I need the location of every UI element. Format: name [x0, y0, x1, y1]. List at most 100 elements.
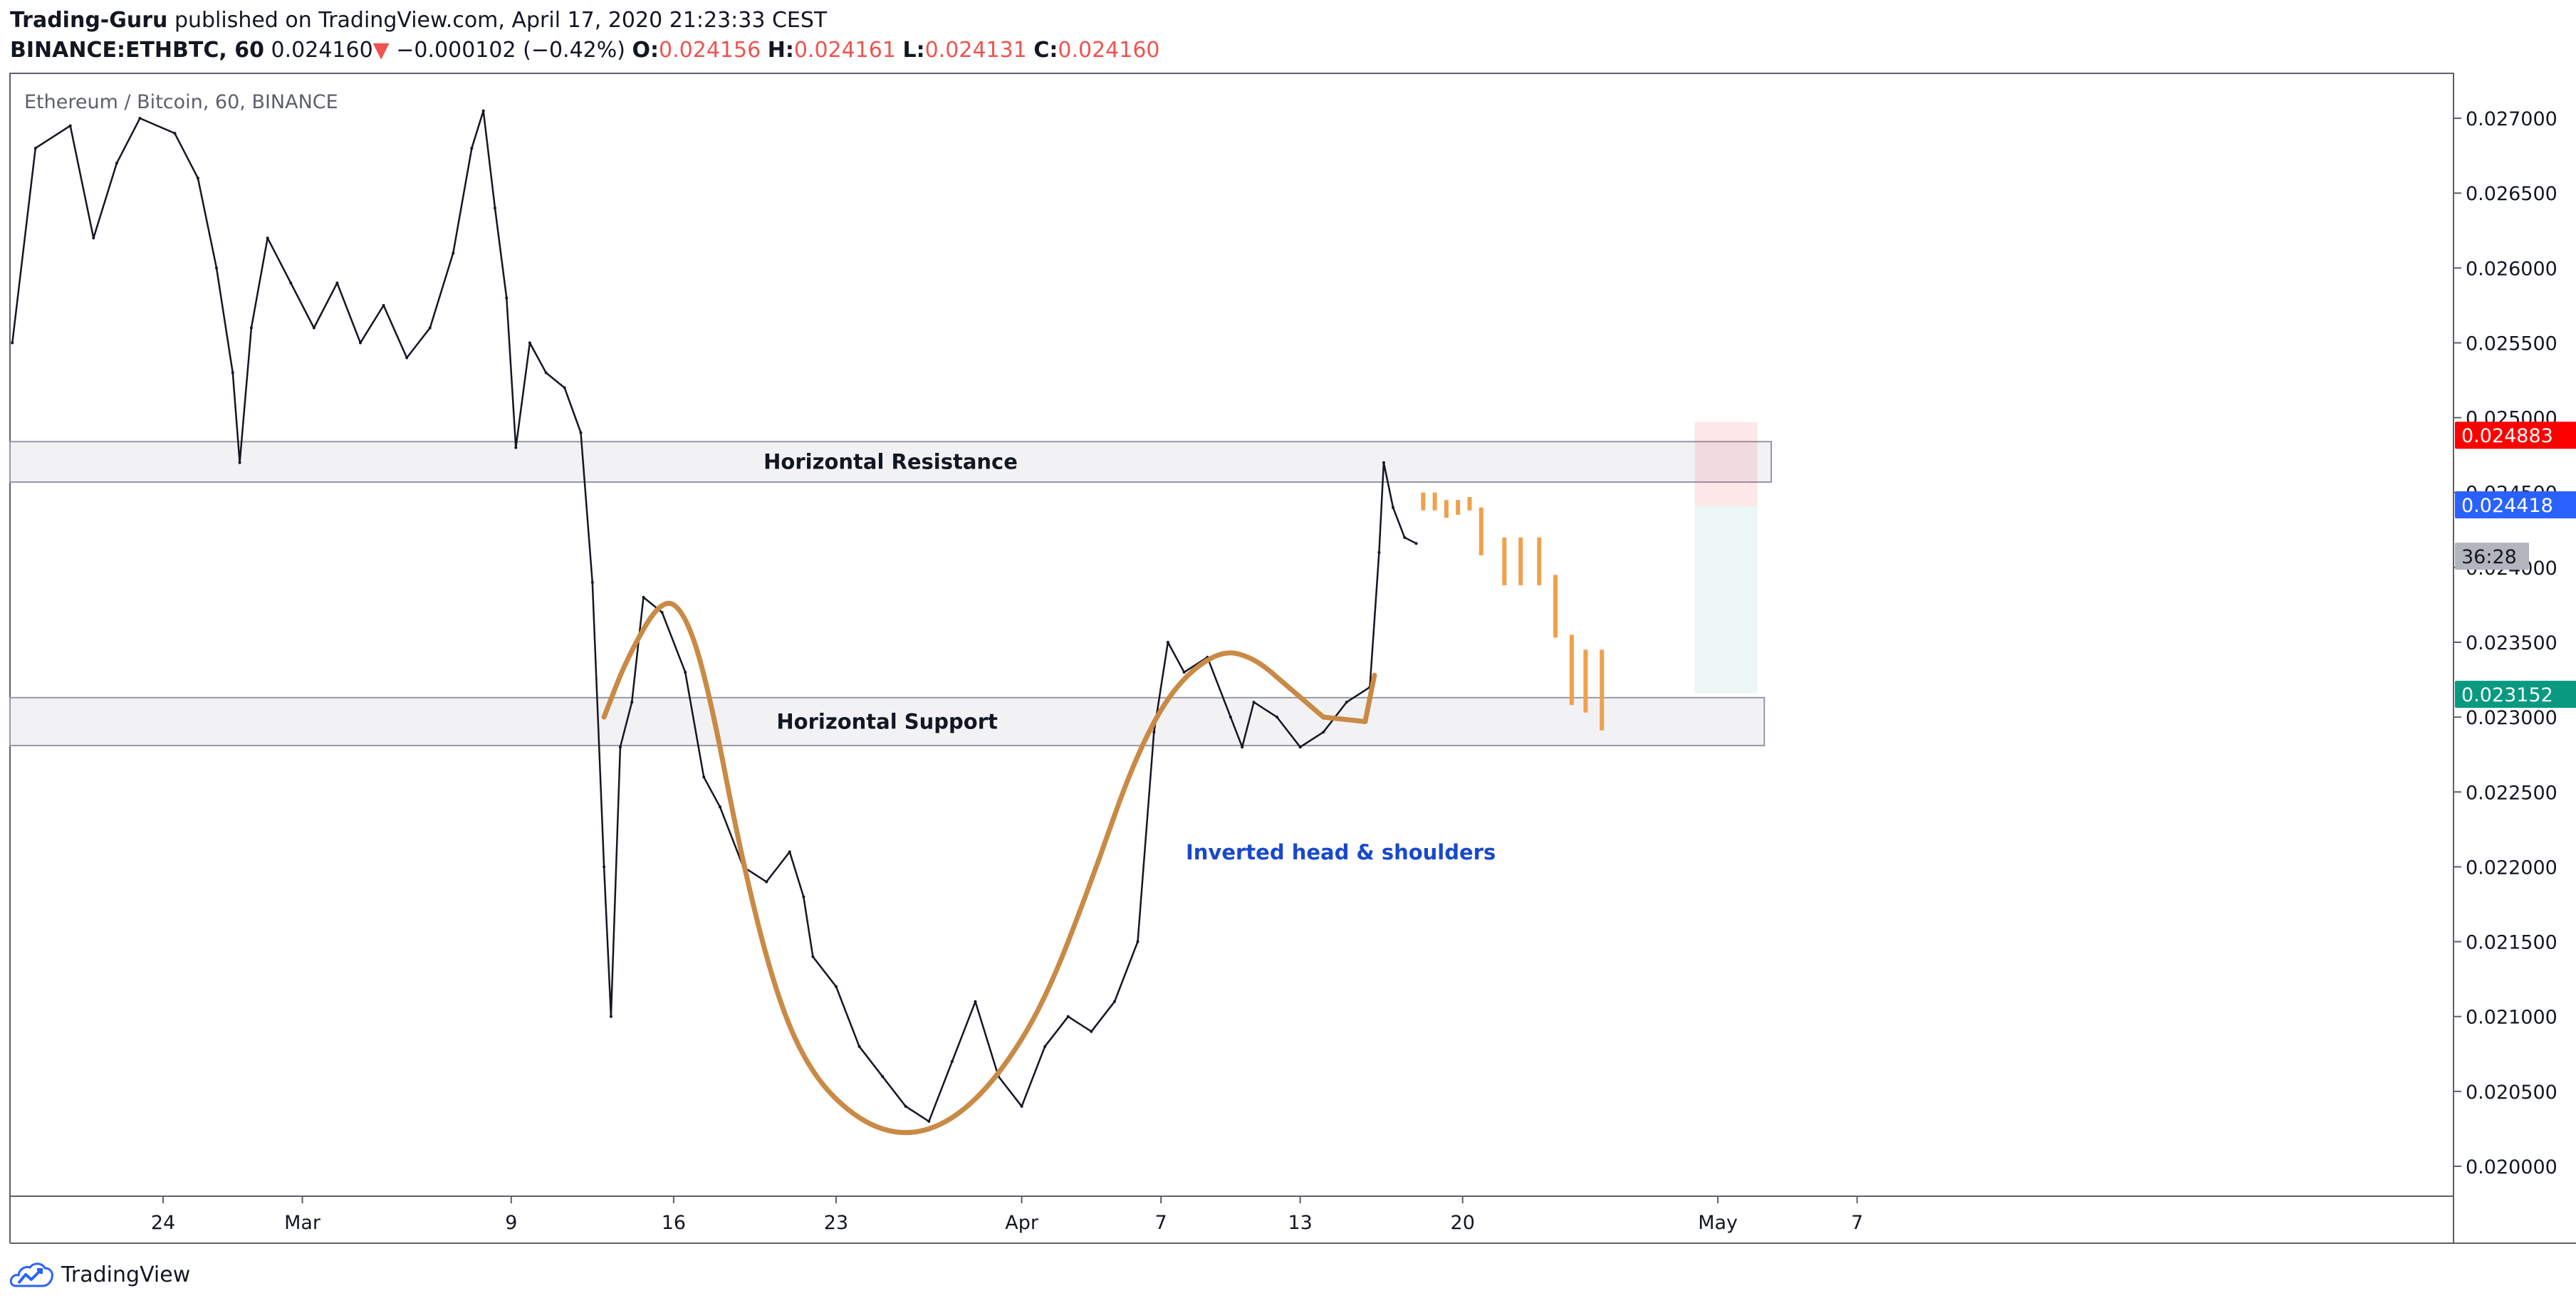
inverted-head-shoulders-curve[interactable] [601, 600, 1326, 1136]
price-point [904, 1104, 907, 1108]
price-point [974, 1000, 977, 1003]
price-point [660, 610, 664, 614]
price-point [514, 446, 518, 449]
price-point [528, 341, 531, 345]
x-axis-tick-label: May [1698, 1212, 1738, 1234]
price-point [788, 850, 791, 854]
open-label: O: [632, 38, 659, 63]
price-change: −0.000102 (−0.42%) [396, 38, 625, 63]
price-label-box [2455, 422, 2576, 449]
down-arrow-icon: ▼ [372, 38, 390, 63]
price-point [630, 701, 634, 704]
price-point [1182, 671, 1186, 674]
price-point [1020, 1104, 1023, 1108]
price-point [603, 865, 606, 869]
price-point [359, 341, 363, 345]
chart-header: Trading-Guru published on TradingView.co… [10, 6, 1160, 66]
x-axis-tick-label: 20 [1451, 1212, 1475, 1234]
published-info: published on TradingView.com, April 17, … [174, 8, 828, 33]
price-point [1382, 461, 1385, 464]
price-point [1414, 542, 1418, 545]
y-axis-tick-label: 0.022000 [2466, 857, 2557, 879]
position-stop-zone[interactable] [1694, 506, 1758, 694]
price-point [249, 326, 253, 330]
price-point [1391, 506, 1394, 509]
resistance-zone-label: Horizontal Resistance [763, 450, 1018, 474]
price-point [1322, 731, 1325, 734]
price-point [405, 356, 409, 360]
last-price: 0.024160 [271, 38, 373, 63]
footer-brand[interactable]: TradingView [61, 1262, 191, 1287]
price-label-box [2455, 681, 2576, 708]
x-axis-tick-label: 13 [1288, 1212, 1312, 1234]
price-point [590, 580, 594, 584]
price-point [811, 955, 815, 958]
x-axis-tick-label: 9 [505, 1212, 517, 1234]
price-point [493, 206, 496, 210]
price-point [238, 461, 241, 464]
x-axis-tick-label: Apr [1005, 1212, 1039, 1234]
price-point [214, 266, 218, 270]
price-point [196, 177, 199, 180]
y-axis-tick-label: 0.025500 [2466, 333, 2557, 355]
price-point [33, 147, 37, 150]
symbol-label: BINANCE:ETHBTC, 60 [10, 38, 264, 63]
price-point [834, 985, 838, 988]
price-point [684, 671, 687, 674]
y-axis-tick-label: 0.026000 [2466, 258, 2557, 280]
price-point [1276, 716, 1279, 719]
price-point [1377, 550, 1381, 554]
price-point [470, 147, 474, 150]
support-zone[interactable] [9, 696, 1766, 747]
price-point [1241, 745, 1244, 749]
y-axis-tick-label: 0.022500 [2466, 782, 2557, 804]
support-zone-label: Horizontal Support [776, 709, 998, 733]
price-label-text: 36:28 [2461, 546, 2517, 568]
price-point [579, 431, 583, 434]
x-axis-tick-label: 7 [1851, 1212, 1863, 1234]
low-label: L: [902, 38, 925, 63]
resistance-zone[interactable] [9, 441, 1773, 483]
price-point [544, 371, 548, 375]
y-axis-tick-label: 0.021000 [2466, 1007, 2557, 1029]
price-point [802, 895, 805, 899]
breakout-arrow-icon[interactable] [1320, 672, 1377, 724]
y-axis-tick-label: 0.020500 [2466, 1082, 2557, 1104]
x-axis-tick-label: 7 [1155, 1212, 1167, 1234]
price-point [765, 880, 768, 884]
ohlc-line: BINANCE:ETHBTC, 60 0.024160▼ −0.000102 (… [10, 36, 1160, 66]
pattern-label: Inverted head & shoulders [1186, 840, 1496, 864]
price-point [11, 341, 14, 345]
y-axis-tick-label: 0.027000 [2466, 108, 2557, 130]
price-point [642, 595, 645, 599]
price-point [702, 775, 706, 779]
open-value: 0.024156 [659, 38, 761, 63]
price-point [173, 132, 177, 135]
price-point [857, 1045, 861, 1048]
price-point [1043, 1045, 1047, 1048]
price-point [266, 236, 269, 240]
price-point [1298, 745, 1302, 749]
price-label-text: 0.024418 [2461, 495, 2553, 517]
tradingview-cloud-logo-icon[interactable] [10, 1259, 54, 1290]
y-axis-tick-label: 0.023500 [2466, 632, 2557, 654]
y-axis-tick-label: 0.023000 [2466, 707, 2557, 729]
price-point [115, 162, 118, 165]
position-target-zone[interactable] [1694, 422, 1758, 506]
author-name[interactable]: Trading-Guru [10, 8, 168, 33]
price-series-line [11, 110, 1417, 1123]
close-label: C: [1033, 38, 1058, 63]
price-point [609, 1015, 612, 1018]
price-point [1166, 641, 1169, 644]
price-point [428, 326, 432, 330]
high-label: H: [767, 38, 794, 63]
y-axis-tick-label: 0.026500 [2466, 183, 2557, 205]
price-point [382, 303, 385, 307]
y-axis-tick-label: 0.021500 [2466, 932, 2557, 954]
y-axis-tick-label: 0.020000 [2466, 1156, 2557, 1178]
price-point [1403, 535, 1407, 539]
price-point [719, 805, 722, 809]
price-point [138, 117, 142, 120]
price-point [881, 1074, 885, 1078]
